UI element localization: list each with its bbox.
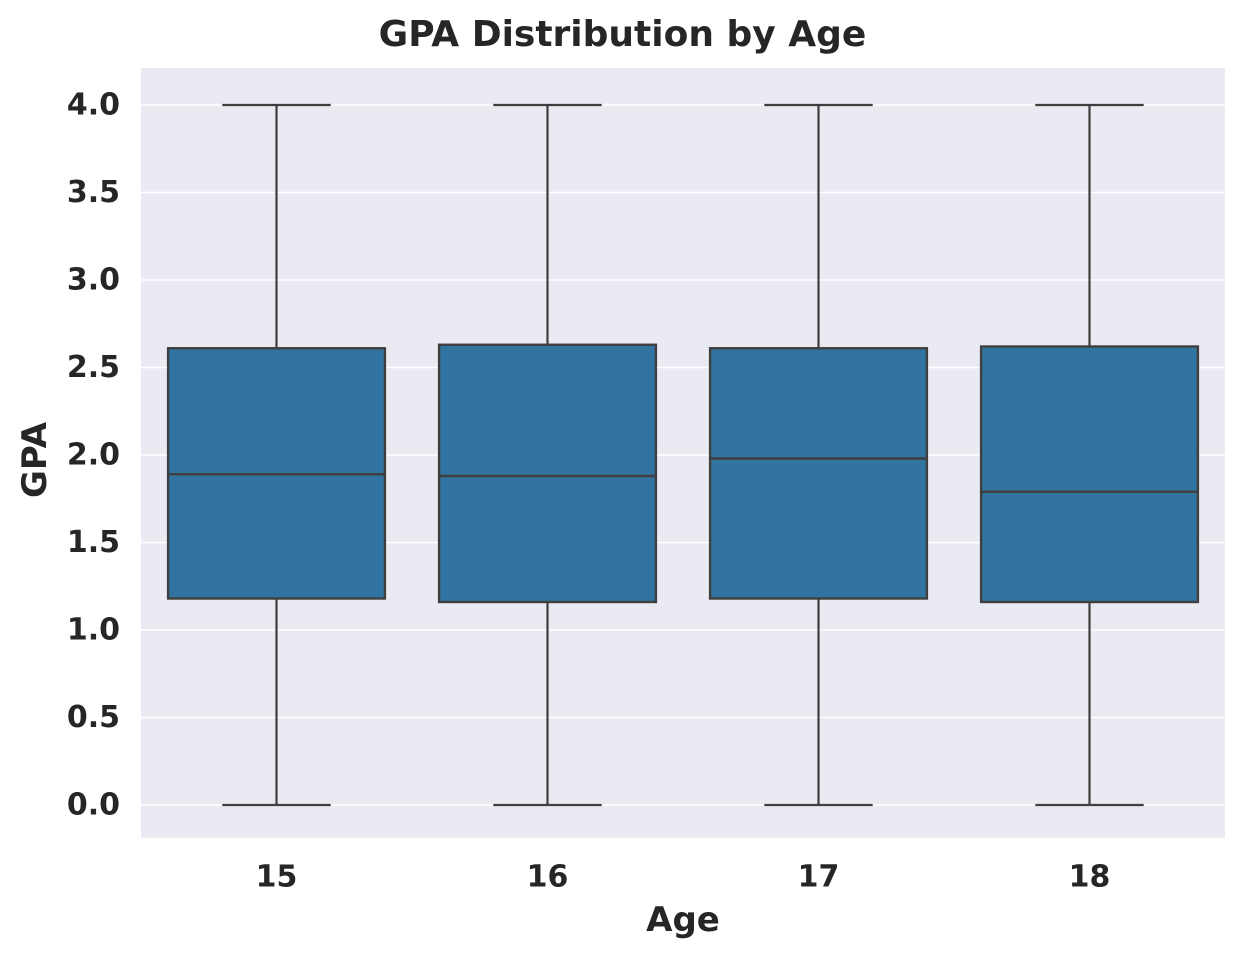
x-tick-labels: 15 16 17 18 <box>256 860 1111 895</box>
boxes <box>166 103 1200 807</box>
chart-title: GPA Distribution by Age <box>378 14 867 55</box>
x-tick-label: 18 <box>1069 860 1111 895</box>
iqr-box <box>437 343 658 604</box>
y-tick-label: 3.0 <box>67 263 120 298</box>
x-tick-label: 15 <box>256 860 298 895</box>
y-tick-label: 2.5 <box>67 350 120 385</box>
x-tick-label: 16 <box>527 860 569 895</box>
y-tick-label: 4.0 <box>67 88 120 123</box>
x-axis-label: Age <box>646 900 720 940</box>
y-tick-label: 3.5 <box>67 175 120 210</box>
x-tick-label: 17 <box>798 860 840 895</box>
iqr-box <box>708 347 929 600</box>
y-tick-labels: 0.0 0.5 1.0 1.5 2.0 2.5 3.0 3.5 4.0 <box>67 88 120 823</box>
y-tick-label: 2.0 <box>67 438 120 473</box>
y-tick-label: 0.0 <box>67 788 120 823</box>
y-tick-label: 1.5 <box>67 525 120 560</box>
iqr-box <box>979 345 1200 604</box>
y-tick-label: 1.0 <box>67 613 120 648</box>
y-tick-label: 0.5 <box>67 700 120 735</box>
